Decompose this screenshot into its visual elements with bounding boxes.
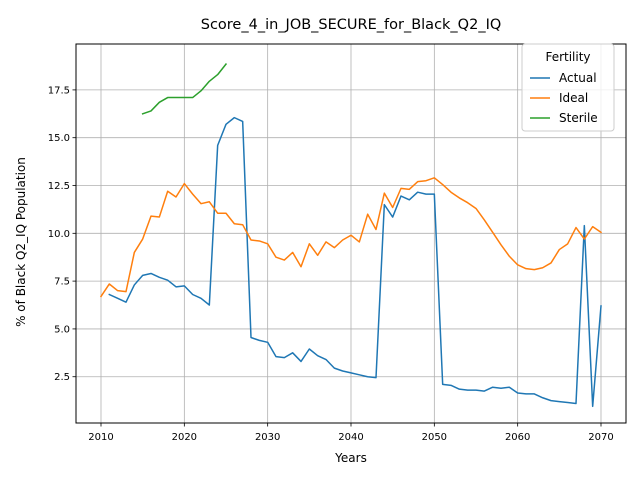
tick-layer: 2010 2020 2030 2040 2050 2060 2070 2.5 5.0 7.5 10.… (48, 85, 614, 443)
series-layer (99, 63, 603, 408)
x-tick-label: 2060 (505, 432, 530, 443)
y-tick-label: 15.0 (48, 133, 70, 144)
x-tick-label: 2010 (88, 432, 113, 443)
grid-layer (76, 44, 626, 423)
series-line-ideal (99, 177, 603, 298)
x-tick-label: 2070 (588, 432, 613, 443)
legend-label-sterile: Sterile (559, 111, 598, 125)
chart-title: Score_4_in_JOB_SECURE_for_Black_Q2_IQ (201, 17, 502, 33)
series-line-actual (108, 116, 602, 408)
x-tick-label: 2050 (422, 432, 447, 443)
y-tick-label: 7.5 (54, 277, 70, 288)
legend-label-actual: Actual (559, 71, 597, 85)
y-tick-label: 17.5 (48, 85, 70, 96)
y-axis-label: % of Black Q2_IQ Population (14, 157, 28, 327)
x-tick-label: 2020 (172, 432, 197, 443)
y-tick-label: 10.0 (48, 229, 70, 240)
legend-box (521, 43, 615, 132)
x-axis-label: Years (334, 451, 367, 465)
legend: Fertility Actual Ideal Sterile (521, 43, 615, 132)
y-tick-label: 5.0 (54, 324, 70, 335)
y-tick-label: 12.5 (48, 181, 70, 192)
legend-title: Fertility (545, 50, 590, 64)
x-tick-label: 2040 (338, 432, 363, 443)
legend-label-ideal: Ideal (559, 91, 588, 105)
series-line-sterile (141, 63, 228, 115)
y-tick-label: 2.5 (54, 372, 70, 383)
x-tick-label: 2030 (255, 432, 280, 443)
